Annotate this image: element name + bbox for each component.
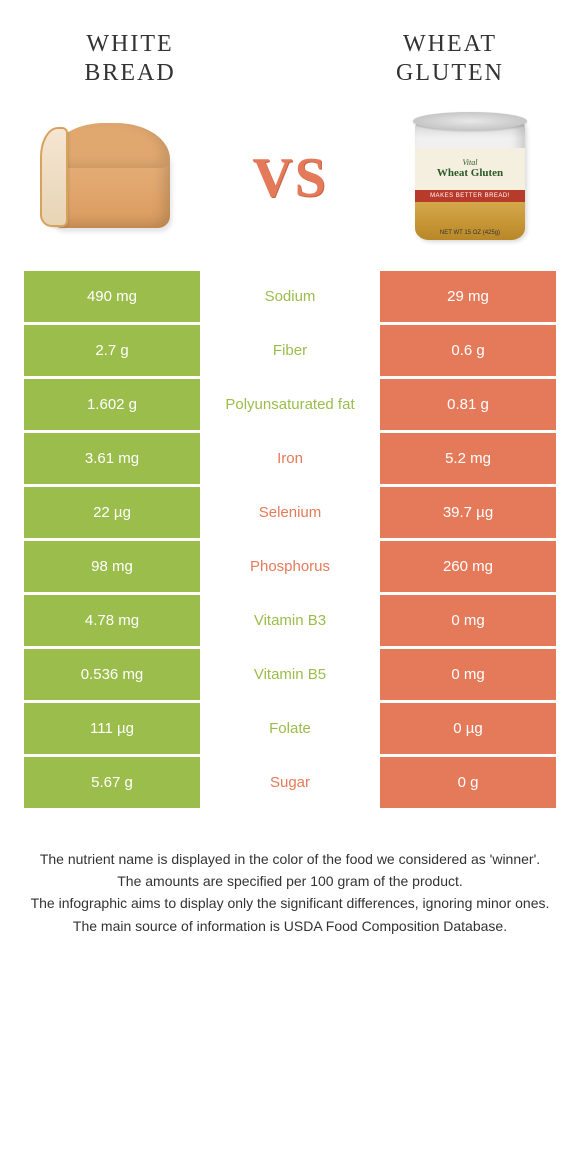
left-value: 3.61 mg xyxy=(24,433,200,484)
footer-line-1: The nutrient name is displayed in the co… xyxy=(30,848,550,870)
table-row: 1.602 gPolyunsaturated fat0.81 g xyxy=(24,376,556,430)
footer-line-3: The infographic aims to display only the… xyxy=(30,892,550,914)
nutrient-name: Phosphorus xyxy=(200,541,380,592)
nutrient-name: Fiber xyxy=(200,325,380,376)
nutrient-name: Iron xyxy=(200,433,380,484)
right-value: 260 mg xyxy=(380,541,556,592)
vs-label: VS xyxy=(252,146,328,210)
right-value: 0 mg xyxy=(380,595,556,646)
table-row: 2.7 gFiber0.6 g xyxy=(24,322,556,376)
nutrient-name: Selenium xyxy=(200,487,380,538)
left-value: 1.602 g xyxy=(24,379,200,430)
right-value: 39.7 µg xyxy=(380,487,556,538)
footer-line-2: The amounts are specified per 100 gram o… xyxy=(30,870,550,892)
table-row: 490 mgSodium29 mg xyxy=(24,268,556,322)
right-food-image: Vital Wheat Gluten MAKES BETTER BREAD! N… xyxy=(390,108,550,248)
right-value: 0 µg xyxy=(380,703,556,754)
left-value: 111 µg xyxy=(24,703,200,754)
can-icon: Vital Wheat Gluten MAKES BETTER BREAD! N… xyxy=(405,108,535,248)
can-red-banner: MAKES BETTER BREAD! xyxy=(415,190,525,202)
table-row: 0.536 mgVitamin B50 mg xyxy=(24,646,556,700)
header: WHITE BREAD WHEAT GLUTEN xyxy=(0,0,580,98)
left-value: 98 mg xyxy=(24,541,200,592)
right-value: 0.81 g xyxy=(380,379,556,430)
can-vital-text: Vital xyxy=(463,158,478,167)
can-netwt-text: NET WT 15 OZ (425g) xyxy=(415,230,525,236)
left-value: 5.67 g xyxy=(24,757,200,808)
comparison-table: 490 mgSodium29 mg2.7 gFiber0.6 g1.602 gP… xyxy=(0,268,580,808)
right-value: 29 mg xyxy=(380,271,556,322)
nutrient-name: Polyunsaturated fat xyxy=(200,379,380,430)
right-value: 5.2 mg xyxy=(380,433,556,484)
nutrient-name: Sodium xyxy=(200,271,380,322)
right-value: 0 g xyxy=(380,757,556,808)
left-value: 0.536 mg xyxy=(24,649,200,700)
nutrient-name: Folate xyxy=(200,703,380,754)
footer-line-4: The main source of information is USDA F… xyxy=(30,915,550,937)
right-value: 0.6 g xyxy=(380,325,556,376)
table-row: 22 µgSelenium39.7 µg xyxy=(24,484,556,538)
table-row: 5.67 gSugar0 g xyxy=(24,754,556,808)
left-food-image xyxy=(30,108,190,248)
left-food-title: WHITE BREAD xyxy=(50,30,210,88)
table-row: 111 µgFolate0 µg xyxy=(24,700,556,754)
table-row: 3.61 mgIron5.2 mg xyxy=(24,430,556,484)
left-value: 490 mg xyxy=(24,271,200,322)
table-row: 98 mgPhosphorus260 mg xyxy=(24,538,556,592)
images-row: VS Vital Wheat Gluten MAKES BETTER BREAD… xyxy=(0,98,580,268)
nutrient-name: Sugar xyxy=(200,757,380,808)
table-row: 4.78 mgVitamin B30 mg xyxy=(24,592,556,646)
footer: The nutrient name is displayed in the co… xyxy=(0,808,580,958)
right-food-title: WHEAT GLUTEN xyxy=(370,30,530,88)
left-value: 4.78 mg xyxy=(24,595,200,646)
bread-icon xyxy=(40,123,180,233)
left-value: 2.7 g xyxy=(24,325,200,376)
right-value: 0 mg xyxy=(380,649,556,700)
left-value: 22 µg xyxy=(24,487,200,538)
can-wg-text: Wheat Gluten xyxy=(437,167,503,179)
nutrient-name: Vitamin B3 xyxy=(200,595,380,646)
nutrient-name: Vitamin B5 xyxy=(200,649,380,700)
